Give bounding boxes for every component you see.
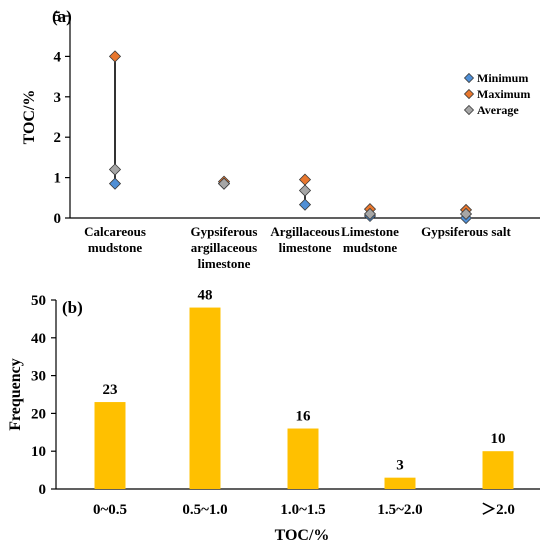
bar xyxy=(482,451,514,489)
panel-b: (b) 0 10 20 30 40 50 23 48 16 3 10 0~0.5 0.5~1.0 1.… xyxy=(7,288,540,544)
bar xyxy=(384,477,416,489)
panel-b-y-tick-label: 10 xyxy=(31,444,46,460)
panel-b-y-tick-label: 20 xyxy=(31,406,46,422)
panel-a-points xyxy=(108,50,473,225)
panel-b-bars: 23 48 16 3 10 xyxy=(94,288,514,489)
legend-marker-minimum xyxy=(463,72,475,84)
panel-a-y-tick-label: 0 xyxy=(54,211,62,227)
panel-a-label: (a) xyxy=(52,7,72,26)
panel-b-x-axis-label: TOC/% xyxy=(275,527,330,544)
panel-a-category-label: Limestone xyxy=(341,224,399,239)
panel-a-point-maximum xyxy=(298,173,312,186)
legend-label-minimum: Minimum xyxy=(477,71,528,85)
bar xyxy=(287,428,319,489)
bar xyxy=(189,307,221,489)
panel-a-category-label: Gypsiferous xyxy=(191,224,258,239)
panel-b-category-label: 0.5~1.0 xyxy=(182,502,227,518)
panel-b-y-tick-label: 0 xyxy=(39,482,47,498)
bar-data-label: 16 xyxy=(296,409,312,425)
legend-marker-maximum xyxy=(463,88,475,100)
panel-a-category-label: Calcareous xyxy=(84,224,146,239)
panel-a-point-average xyxy=(217,177,231,190)
legend-label-maximum: Maximum xyxy=(477,87,530,101)
panel-b-category-labels: 0~0.5 0.5~1.0 1.0~1.5 1.5~2.0 ＞2.0 xyxy=(93,502,515,518)
bar xyxy=(94,402,126,489)
panel-a-point-maximum xyxy=(108,50,122,63)
panel-a-point-average xyxy=(363,207,377,221)
panel-b-y-axis-label: Frequency xyxy=(7,358,24,431)
panel-b-y-ticks: 0 10 20 30 40 50 xyxy=(31,293,56,498)
panel-a-category-label: limestone xyxy=(198,256,251,271)
panel-a-category-label: mudstone xyxy=(343,240,397,255)
panel-a-range-lines xyxy=(114,56,306,205)
panel-b-category-label: 0~0.5 xyxy=(93,502,127,518)
panel-b-y-tick-label: 40 xyxy=(31,331,46,347)
panel-a-y-tick-label: 1 xyxy=(54,171,62,187)
bar-data-label: 48 xyxy=(198,288,213,304)
panel-a-point-average xyxy=(459,207,473,221)
panel-a-category-label: Argillaceous xyxy=(270,224,339,239)
panel-a-y-tick-label: 3 xyxy=(54,90,62,106)
legend-marker-average xyxy=(463,104,475,116)
panel-a-y-tick-label: 2 xyxy=(54,130,62,146)
panel-a-y-axis-label: TOC/% xyxy=(21,90,38,145)
panel-a-category-label: limestone xyxy=(279,240,332,255)
bar-data-label: 23 xyxy=(103,382,118,398)
panel-a-category-label: Gypsiferous salt xyxy=(421,224,511,239)
panel-a-category-label: argillaceous xyxy=(191,240,257,255)
panel-a-point-average xyxy=(298,184,312,197)
panel-a-point-minimum xyxy=(108,177,122,190)
panel-a-point-average xyxy=(108,163,122,176)
panel-a-legend: Minimum Maximum Average xyxy=(463,71,530,117)
panel-b-category-label: 1.5~2.0 xyxy=(377,502,422,518)
legend-label-average: Average xyxy=(477,103,519,117)
panel-a-y-ticks: 0 1 2 3 4 5 xyxy=(54,9,70,227)
panel-b-y-tick-label: 30 xyxy=(31,369,46,385)
panel-b-y-tick-label: 50 xyxy=(31,293,46,309)
bar-data-label: 10 xyxy=(491,431,506,447)
panel-a-category-label: mudstone xyxy=(88,240,142,255)
panel-a-y-tick-label: 4 xyxy=(54,49,62,65)
panel-b-category-label: ＞2.0 xyxy=(481,502,515,518)
panel-a-category-labels: CalcareousmudstoneGypsiferousargillaceou… xyxy=(84,224,511,271)
panel-a-y-tick-label: 5 xyxy=(54,9,62,25)
panel-b-label: (b) xyxy=(62,298,83,317)
panel-b-category-label: 1.0~1.5 xyxy=(280,502,325,518)
bar-data-label: 3 xyxy=(396,458,404,474)
panel-a-point-minimum xyxy=(298,198,312,211)
